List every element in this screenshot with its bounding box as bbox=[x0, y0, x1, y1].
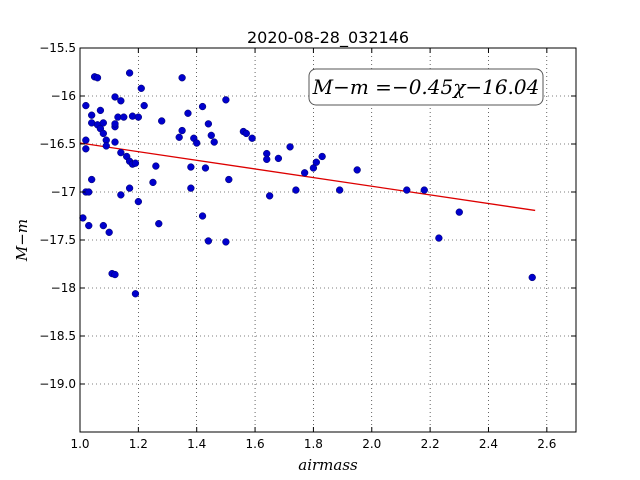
plot-area-frame bbox=[79, 47, 577, 433]
data-point bbox=[111, 120, 119, 128]
data-point bbox=[301, 169, 309, 177]
y-tick-label: −18.5 bbox=[39, 329, 76, 343]
data-point bbox=[125, 69, 134, 77]
y-tick-label: −17 bbox=[51, 185, 76, 199]
data-point bbox=[248, 134, 256, 142]
data-point bbox=[455, 208, 463, 216]
data-point bbox=[82, 101, 90, 110]
data-point bbox=[210, 138, 218, 146]
x-tick-label: 2.2 bbox=[421, 437, 440, 451]
fit-annotation: M−m =−0.45χ−16.04 bbox=[308, 68, 544, 106]
y-tick-label: −19.0 bbox=[39, 377, 76, 391]
annotation-text: M−m =−0.45χ−16.04 bbox=[312, 75, 540, 99]
data-point bbox=[120, 113, 128, 121]
fit-line bbox=[79, 142, 536, 212]
data-point bbox=[353, 166, 361, 174]
data-point bbox=[99, 129, 107, 138]
data-point bbox=[178, 74, 186, 82]
data-point bbox=[99, 221, 107, 230]
x-tick-label: 2.0 bbox=[362, 437, 381, 451]
data-point bbox=[286, 143, 294, 151]
data-point bbox=[134, 113, 143, 121]
x-tick-label: 2.4 bbox=[479, 437, 498, 451]
data-point bbox=[85, 221, 93, 230]
data-point bbox=[193, 139, 201, 147]
data-point bbox=[309, 164, 318, 172]
data-point bbox=[312, 158, 320, 166]
x-tick-label: 1.4 bbox=[187, 437, 206, 451]
data-point bbox=[204, 237, 213, 245]
data-point bbox=[82, 136, 90, 144]
data-point bbox=[222, 238, 230, 246]
data-point bbox=[198, 102, 207, 111]
data-point bbox=[117, 97, 125, 105]
x-tick-label: 1.2 bbox=[129, 437, 148, 451]
data-point bbox=[420, 186, 428, 194]
data-point bbox=[111, 138, 119, 146]
data-point bbox=[198, 212, 207, 220]
data-point bbox=[207, 131, 215, 140]
data-point bbox=[204, 120, 213, 128]
data-point bbox=[99, 119, 107, 127]
data-point bbox=[131, 290, 140, 298]
data-point bbox=[318, 152, 326, 161]
data-point bbox=[528, 273, 536, 282]
data-point bbox=[403, 186, 411, 194]
data-point bbox=[336, 186, 344, 194]
data-point bbox=[96, 106, 105, 115]
x-axis-label: airmass bbox=[298, 456, 358, 474]
data-point bbox=[187, 163, 195, 171]
x-tick-label: 1.8 bbox=[304, 437, 323, 451]
data-point bbox=[152, 162, 160, 170]
y-tick-label: −16.5 bbox=[39, 137, 76, 151]
data-point bbox=[201, 164, 210, 172]
data-point bbox=[178, 126, 186, 135]
data-point bbox=[93, 74, 102, 82]
chart-title: 2020-08-28_032146 bbox=[247, 28, 409, 48]
x-tick-label: 1.0 bbox=[70, 437, 89, 451]
data-point bbox=[88, 175, 96, 184]
data-point bbox=[134, 197, 143, 206]
data-point bbox=[131, 159, 140, 167]
data-point bbox=[117, 191, 125, 199]
data-point bbox=[222, 96, 230, 104]
y-tick-label: −15.5 bbox=[39, 41, 76, 55]
data-points bbox=[79, 69, 536, 298]
data-point bbox=[155, 220, 163, 228]
data-point bbox=[140, 101, 148, 110]
data-point bbox=[187, 184, 195, 192]
data-point bbox=[265, 192, 274, 200]
data-point bbox=[242, 129, 250, 138]
data-point bbox=[85, 188, 93, 196]
data-point bbox=[102, 142, 110, 150]
data-point bbox=[149, 178, 157, 187]
x-tick-label: 2.6 bbox=[537, 437, 556, 451]
y-axis-label: M−m bbox=[13, 219, 31, 262]
annotation-box bbox=[308, 68, 544, 106]
data-point bbox=[175, 133, 183, 141]
data-point bbox=[137, 84, 145, 92]
data-point bbox=[184, 109, 192, 117]
data-point bbox=[88, 111, 96, 119]
data-point bbox=[292, 186, 300, 194]
data-point bbox=[111, 270, 119, 279]
y-tick-label: −17.5 bbox=[39, 233, 76, 247]
data-point bbox=[274, 154, 283, 163]
data-point bbox=[158, 117, 166, 125]
y-tick-label: −16 bbox=[51, 89, 76, 103]
data-point bbox=[111, 93, 119, 101]
data-point bbox=[263, 155, 271, 164]
data-point bbox=[117, 148, 125, 157]
fit-line-layer bbox=[79, 142, 536, 212]
data-point bbox=[79, 214, 87, 222]
data-point bbox=[225, 175, 233, 184]
data-point bbox=[105, 228, 113, 236]
ticks: 1.0 1.2 1.4 1.6 1.8 2.0 2.2 2.4 2.6 −15.5 −16 −16.5… bbox=[39, 41, 576, 451]
y-tick-label: −18 bbox=[51, 281, 76, 295]
x-tick-label: 1.6 bbox=[246, 437, 265, 451]
data-point bbox=[125, 184, 134, 192]
data-point bbox=[435, 234, 443, 242]
data-point bbox=[82, 145, 90, 153]
